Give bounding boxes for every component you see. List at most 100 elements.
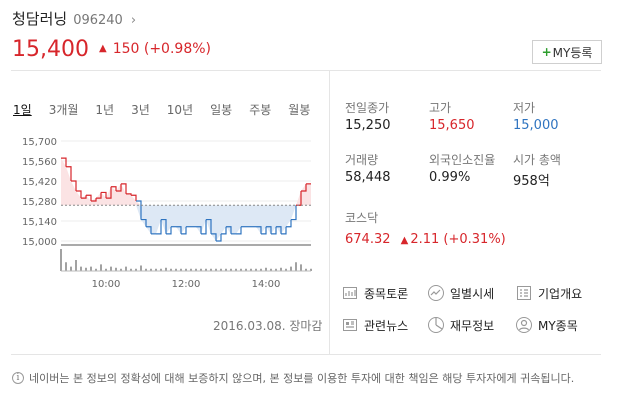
price-row: 15,400 ▲ 150 (+0.98%) xyxy=(12,36,608,62)
price-line-segment xyxy=(226,226,232,234)
price-line-segment xyxy=(271,226,277,235)
stock-name[interactable]: 청담러닝 xyxy=(12,10,68,28)
stat-value: 15,250 xyxy=(345,118,391,133)
link-label: 관련뉴스 xyxy=(364,318,409,333)
y-tick-label: 15,420 xyxy=(22,177,57,188)
price-line-segment xyxy=(236,226,242,235)
price-line-segment xyxy=(281,226,287,235)
link-company-overview[interactable]: 기업개요 xyxy=(515,283,601,303)
x-tick-label: 14:00 xyxy=(252,279,281,290)
stat-label: 전일종가 xyxy=(345,101,390,115)
stat-low: 저가 15,000 xyxy=(513,99,597,133)
price-line-segment xyxy=(216,233,222,242)
panel-divider xyxy=(329,71,330,355)
y-tick-label: 15,280 xyxy=(22,197,57,208)
news-icon xyxy=(341,316,359,334)
x-tick-label: 10:00 xyxy=(92,279,121,290)
link-my-stocks[interactable]: MY종목 xyxy=(515,315,601,335)
stock-header: 청담러닝 096240 › 15,400 ▲ 150 (+0.98%) + MY… xyxy=(12,8,608,68)
quick-links: 종목토론 일별시세 기업개요 관련뉴스 재무정보 xyxy=(341,283,601,335)
tab-daily[interactable]: 일봉 xyxy=(210,103,233,117)
list-icon xyxy=(515,284,533,302)
kosdaq-change: 2.11 (+0.31%) xyxy=(410,232,506,247)
stat-value: 0.99% xyxy=(429,170,471,185)
stock-panel: 1일 3개월 1년 3년 10년 일봉 주봉 월봉 15,700 15,560 15… xyxy=(11,70,601,355)
price-line-segment xyxy=(166,226,172,235)
tab-1day[interactable]: 1일 xyxy=(13,103,32,117)
y-tick-label: 15,560 xyxy=(22,157,57,168)
stat-market-cap: 시가 총액 958억 xyxy=(513,151,597,189)
tab-3year[interactable]: 3년 xyxy=(131,103,150,117)
intraday-price-chart: 15,700 15,560 15,420 15,280 15,140 15,000 10:0… xyxy=(22,137,312,290)
link-label: 일별시세 xyxy=(450,286,495,301)
price-line-segment xyxy=(156,219,162,235)
price-line-segment xyxy=(196,226,202,234)
price-line-segment xyxy=(146,226,152,234)
stat-prev-close: 전일종가 15,250 xyxy=(345,99,429,133)
stock-title-row[interactable]: 청담러닝 096240 › xyxy=(12,8,608,28)
stat-foreign: 외국인소진율 0.99% xyxy=(429,151,513,189)
tab-monthly[interactable]: 월봉 xyxy=(288,103,311,117)
stat-value: 958억 xyxy=(513,174,550,189)
stat-label: 고가 xyxy=(429,101,452,115)
my-register-button[interactable]: + MY등록 xyxy=(532,40,602,64)
plus-icon: + xyxy=(541,45,552,59)
stat-label: 거래량 xyxy=(345,153,379,167)
price-line-segment xyxy=(136,200,142,220)
price-line-segment xyxy=(161,218,167,234)
link-label: 재무정보 xyxy=(450,318,495,333)
y-tick-label: 15,000 xyxy=(22,237,57,248)
price-line-segment xyxy=(86,194,92,201)
price-line-segment xyxy=(276,226,282,234)
x-tick-label: 12:00 xyxy=(172,279,201,290)
price-line-segment xyxy=(291,205,297,221)
stat-high: 고가 15,650 xyxy=(429,99,513,133)
tab-1year[interactable]: 1년 xyxy=(95,103,115,117)
up-arrow-icon: ▲ xyxy=(98,42,107,54)
price-area-down xyxy=(61,205,311,241)
price-line-segment xyxy=(131,194,137,201)
y-tick-label: 15,140 xyxy=(22,217,57,228)
stat-value: 15,000 xyxy=(513,118,559,133)
price-area-up xyxy=(61,158,311,206)
chart-board-icon xyxy=(341,284,359,302)
link-discussion[interactable]: 종목토론 xyxy=(341,283,427,303)
chart-date-label: 2016.03.08. 장마감 xyxy=(213,319,323,333)
tab-10year[interactable]: 10년 xyxy=(166,103,194,117)
price-line-segment xyxy=(201,219,207,235)
current-price: 15,400 xyxy=(12,36,89,62)
stock-stats: 전일종가 15,250 고가 15,650 저가 15,000 거래량 58,4… xyxy=(345,99,595,189)
price-line-segment xyxy=(116,183,122,192)
price-line-segment xyxy=(141,218,147,227)
price-change: 150 (+0.98%) xyxy=(112,41,211,57)
stat-label: 외국인소진율 xyxy=(429,153,496,167)
stat-value: 15,650 xyxy=(429,118,475,133)
link-label: 종목토론 xyxy=(364,286,409,301)
price-line-segment xyxy=(206,218,212,234)
kosdaq-index[interactable]: 코스닥 674.32 ▲ 2.11 (+0.31%) xyxy=(345,209,512,247)
user-icon xyxy=(515,316,533,334)
price-line-segment xyxy=(106,186,112,199)
y-tick-label: 15,700 xyxy=(22,137,57,148)
stat-label: 시가 총액 xyxy=(513,153,561,167)
kosdaq-label: 코스닥 xyxy=(345,211,379,225)
disclaimer: i 네이버는 본 정보의 정확성에 대해 보증하지 않으며, 본 정보를 이용한… xyxy=(12,370,574,386)
tab-weekly[interactable]: 주봉 xyxy=(249,103,272,117)
stat-value: 58,448 xyxy=(345,170,391,185)
trend-icon xyxy=(427,284,445,302)
info-icon: i xyxy=(12,372,24,384)
price-line-segment xyxy=(71,180,77,191)
link-daily-price[interactable]: 일별시세 xyxy=(427,283,515,303)
price-line-segment xyxy=(66,166,72,181)
chart-period-tabs: 1일 3개월 1년 3년 10년 일봉 주봉 월봉 xyxy=(13,101,327,118)
stat-label: 저가 xyxy=(513,101,536,115)
price-line-segment xyxy=(76,190,82,199)
chevron-right-icon[interactable]: › xyxy=(130,13,137,28)
price-line-segment xyxy=(211,233,217,241)
link-related-news[interactable]: 관련뉴스 xyxy=(341,315,427,335)
price-line-segment xyxy=(91,198,97,202)
price-line-segment xyxy=(111,186,117,191)
tab-3month[interactable]: 3개월 xyxy=(48,103,79,117)
link-financial-info[interactable]: 재무정보 xyxy=(427,315,515,335)
price-line-segment xyxy=(96,192,102,199)
